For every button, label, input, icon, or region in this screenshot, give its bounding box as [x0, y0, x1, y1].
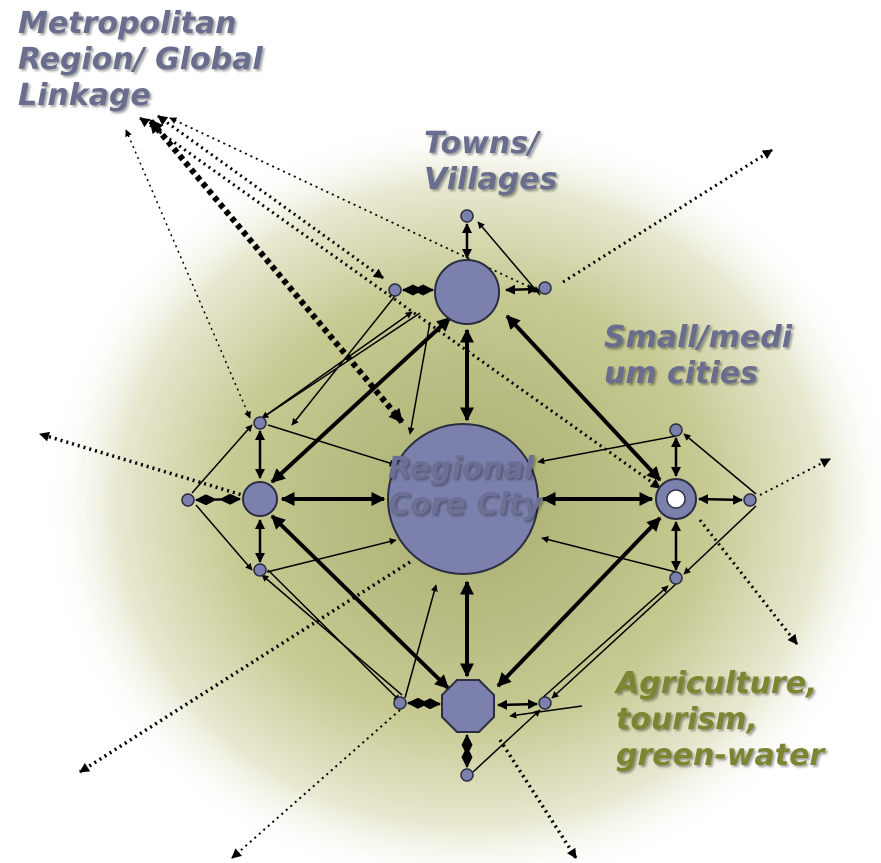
village-link — [505, 284, 538, 295]
tertiary-link — [267, 569, 401, 702]
village-link — [194, 493, 242, 506]
village-node — [669, 571, 683, 585]
village-node — [253, 416, 267, 430]
village-node — [388, 283, 402, 297]
small-medium-cities-label: Small/medi um cities — [604, 320, 792, 392]
label-line: Region/ Global — [18, 42, 263, 77]
label-line: Towns/ — [424, 126, 540, 161]
regional-core-city-node — [387, 423, 539, 575]
village-node — [181, 493, 195, 507]
village-node — [393, 696, 407, 710]
label-line: Core City — [388, 487, 543, 522]
label-line: Agriculture, — [616, 666, 818, 701]
village-link — [497, 699, 538, 710]
tertiary-link — [539, 585, 669, 701]
primary-link — [496, 516, 662, 688]
tertiary-link — [683, 433, 757, 495]
label-line: tourism, — [616, 702, 758, 737]
label-line: Metropolitan — [18, 6, 237, 41]
tertiary-link — [195, 504, 253, 571]
label-line: Linkage — [18, 78, 151, 113]
towns-villages-label: Towns/ Villages — [424, 126, 557, 198]
metropolitan-link — [139, 116, 661, 490]
label-line: Regional — [388, 451, 535, 486]
nodes — [181, 209, 757, 782]
tertiary-link — [404, 584, 438, 699]
tertiary-link — [683, 505, 757, 575]
village-node — [460, 209, 474, 223]
tertiary-link — [472, 709, 541, 773]
tertiary-link — [551, 583, 677, 699]
agriculture-tourism-node — [441, 679, 495, 733]
external-link — [562, 148, 773, 284]
external-link — [231, 709, 401, 859]
metropolitan-link — [125, 129, 251, 419]
label-line: Villages — [424, 162, 558, 197]
village-node — [253, 563, 267, 577]
label-line: green-water — [616, 738, 825, 773]
village-link — [698, 494, 743, 505]
village-node — [743, 493, 757, 507]
metropolitan-region-label: Metropolitan Region/ Global Linkage — [18, 6, 263, 114]
external-link — [79, 560, 411, 774]
village-link — [406, 697, 442, 710]
tertiary-link — [266, 538, 397, 573]
tertiary-link — [261, 574, 403, 696]
label-line: um cities — [604, 356, 758, 391]
primary-link — [270, 514, 450, 690]
regional-core-city-label: Regional Core City — [388, 451, 542, 523]
village-node — [538, 696, 552, 710]
external-linkages — [39, 114, 831, 859]
tertiary-link — [541, 536, 677, 573]
metropolitan-link — [169, 117, 541, 293]
external-link — [759, 458, 831, 496]
label-line: Small/medi — [604, 320, 792, 355]
small-medium-city-center — [666, 489, 686, 509]
tertiary-link — [509, 705, 583, 719]
village-node — [669, 423, 683, 437]
agriculture-tourism-label: Agriculture, tourism, green-water — [616, 666, 824, 774]
village-node — [460, 768, 474, 782]
towns-villages-node — [434, 259, 500, 325]
external-link — [698, 519, 799, 645]
left-city-node — [242, 481, 278, 517]
village-node — [538, 281, 552, 295]
